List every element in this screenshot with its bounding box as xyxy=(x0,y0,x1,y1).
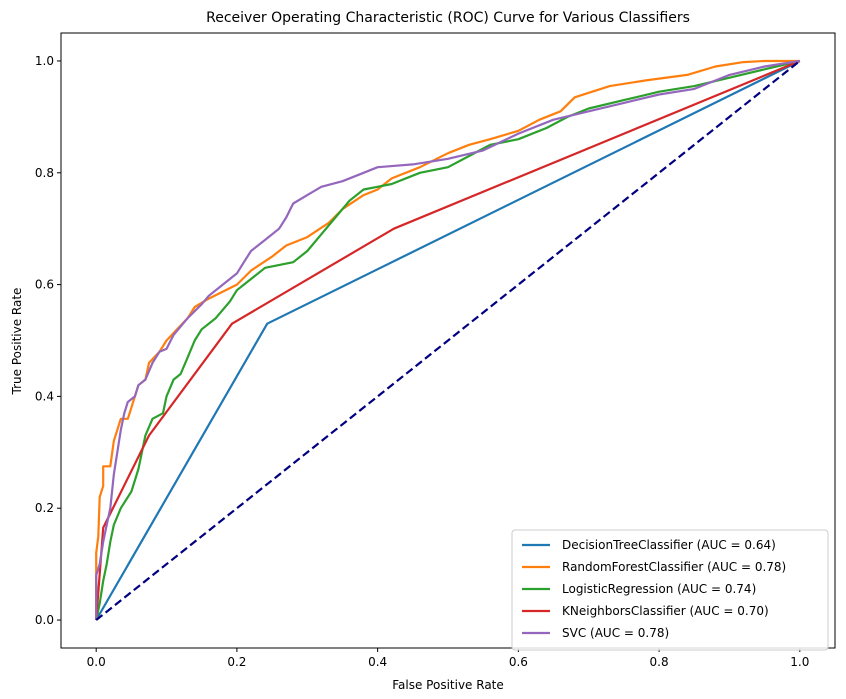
x-axis: 0.0 0.2 0.4 0.6 0.8 1.0 xyxy=(87,648,809,669)
y-tick-label: 0.2 xyxy=(35,501,54,515)
x-tick-label: 0.4 xyxy=(368,655,387,669)
legend-box xyxy=(511,529,829,651)
series-lines xyxy=(95,59,801,621)
legend-label-3: KNeighborsClassifier (AUC = 0.70) xyxy=(562,604,769,618)
y-tick-label: 0.6 xyxy=(35,278,54,292)
y-tick-label: 0.0 xyxy=(35,613,54,627)
chart-title: Receiver Operating Characteristic (ROC) … xyxy=(206,10,690,26)
legend: DecisionTreeClassifier (AUC = 0.64) Rando… xyxy=(511,529,829,651)
plot-frame xyxy=(60,32,836,649)
legend-label-0: DecisionTreeClassifier (AUC = 0.64) xyxy=(562,538,776,552)
series-line-4 xyxy=(95,59,800,620)
y-tick-label: 0.8 xyxy=(35,166,54,180)
x-axis-label: False Positive Rate xyxy=(392,678,504,692)
x-tick-label: 0.6 xyxy=(509,655,528,669)
legend-label-2: LogisticRegression (AUC = 0.74) xyxy=(562,582,756,596)
y-axis: 0.0 0.2 0.4 0.6 0.8 1.0 xyxy=(35,54,61,627)
x-tick-label: 0.2 xyxy=(227,655,246,669)
series-line-1 xyxy=(95,59,800,620)
legend-label-1: RandomForestClassifier (AUC = 0.78) xyxy=(562,560,786,574)
x-tick-label: 0.0 xyxy=(87,655,106,669)
series-line-2 xyxy=(95,59,801,621)
legend-label-4: SVC (AUC = 0.78) xyxy=(562,626,669,640)
y-tick-label: 1.0 xyxy=(35,54,54,68)
reference-diagonal-line xyxy=(95,60,801,621)
series-line-0 xyxy=(95,60,801,621)
x-tick-label: 0.8 xyxy=(650,655,669,669)
y-tick-label: 0.4 xyxy=(35,389,54,403)
x-tick-label: 1.0 xyxy=(790,655,809,669)
y-axis-label: True Positive Rate xyxy=(10,288,24,396)
plot-area xyxy=(60,32,836,649)
